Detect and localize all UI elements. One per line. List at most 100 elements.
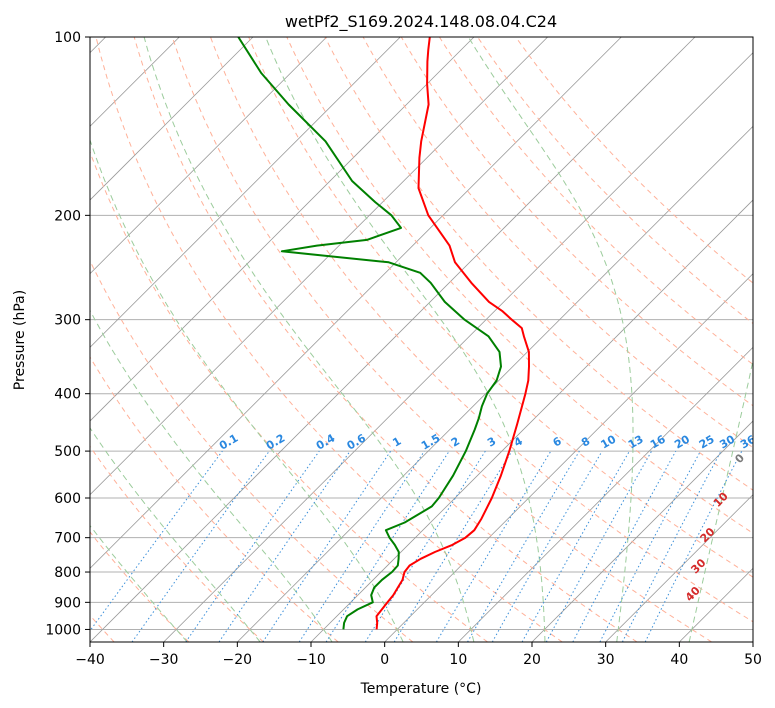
x-axis-title: Temperature (°C) — [360, 681, 482, 697]
y-tick-label: 600 — [54, 491, 81, 507]
mixing-ratio-line — [185, 450, 320, 642]
x-tick-label: 20 — [523, 652, 541, 668]
isotherm-line — [752, 641, 753, 642]
moist-adiabat — [90, 138, 404, 642]
isotherm-line — [90, 37, 327, 275]
line-labels: -100-90-80-70-60-50-40-30-20-10010203040… — [217, 431, 758, 604]
dry-adiabat — [248, 37, 753, 578]
isotherm-line — [90, 37, 622, 569]
y-tick-label: 800 — [54, 565, 81, 581]
moist-adiabat — [90, 427, 261, 642]
dry-adiabat — [362, 37, 753, 449]
mixing-ratio-line — [131, 450, 270, 642]
dry-adiabat — [95, 37, 563, 642]
mixing-ratio-line — [491, 450, 603, 642]
chart-title: wetPf2_S169.2024.148.08.04.C24 — [285, 12, 557, 32]
y-tick-label: 200 — [54, 208, 81, 224]
moist-adiabat — [467, 37, 634, 642]
mixing-ratio-line — [521, 450, 630, 642]
isotherm-line — [90, 37, 401, 348]
mixing-ratio-label: 0.6 — [345, 431, 369, 452]
mixing-ratio-line — [599, 450, 701, 642]
y-tick-label: 100 — [54, 30, 81, 46]
x-tick-label: −30 — [149, 652, 179, 668]
mixing-ratio-label: 0.2 — [264, 432, 287, 453]
y-tick-label: 1000 — [45, 622, 81, 638]
moist-adiabat-label: 0 — [732, 451, 747, 466]
moist-adiabat — [90, 309, 333, 642]
moist-adiabat — [688, 358, 753, 642]
mixing-ratio-line — [467, 450, 580, 642]
isotherm-line — [90, 37, 254, 201]
y-tick-label: 500 — [54, 444, 81, 460]
auxiliary-curve — [0, 37, 12, 642]
mixing-ratio-line — [90, 450, 223, 632]
mixing-ratio-label: 1 — [390, 435, 403, 450]
x-axis: −40 −30 −20 −10 0 10 20 30 40 50 — [75, 642, 762, 668]
moist-adiabat-label: 40 — [683, 584, 703, 604]
isotherm-line — [384, 273, 753, 642]
x-tick-label: 10 — [449, 652, 467, 668]
profile-series — [237, 37, 530, 630]
x-tick-label: −10 — [296, 652, 326, 668]
mixing-ratio-label: 13 — [626, 433, 646, 452]
mixing-ratio-line — [298, 450, 425, 642]
mixing-ratio-label: 20 — [672, 432, 692, 451]
dry-adiabat — [90, 531, 190, 642]
dry-adiabat — [133, 37, 638, 642]
dry-adiabat — [210, 37, 753, 623]
moist-adiabat-label: 10 — [711, 490, 731, 510]
isotherm-line — [163, 52, 753, 642]
mixing-ratio-line — [393, 450, 513, 642]
x-tick-label: 40 — [670, 652, 688, 668]
isotherm-line — [90, 37, 475, 422]
plot-frame — [89, 36, 754, 643]
dry-adiabat — [171, 37, 712, 642]
isotherm-line — [310, 199, 753, 642]
isotherm-line — [237, 125, 753, 642]
isotherm-line — [90, 37, 696, 642]
background-lines — [0, 37, 753, 642]
moist-adiabat-label: 30 — [688, 556, 708, 576]
mixing-ratio-label: 6 — [551, 434, 564, 449]
mixing-ratio-label: 2 — [449, 435, 462, 450]
dry-adiabat — [90, 259, 414, 642]
mixing-ratio-label: 36 — [738, 432, 758, 451]
dry-adiabat — [400, 37, 753, 407]
isotherm-line — [679, 567, 753, 642]
mixing-ratio-line — [364, 450, 486, 642]
y-tick-label: 400 — [54, 387, 81, 403]
x-tick-label: 30 — [597, 652, 615, 668]
dry-adiabat — [515, 37, 753, 284]
x-tick-label: 50 — [744, 652, 762, 668]
isotherm-line — [531, 420, 753, 642]
mixing-ratio-line — [262, 450, 392, 642]
y-tick-label: 900 — [54, 595, 81, 611]
x-tick-label: 0 — [380, 652, 389, 668]
x-tick-label: −20 — [223, 652, 253, 668]
mixing-ratio-label: 30 — [717, 432, 737, 451]
mixing-ratio-line — [435, 450, 552, 642]
mixing-ratio-label: 10 — [599, 432, 619, 451]
isotherm-line — [90, 37, 548, 496]
y-axis: 100 200 300 400 500 600 700 800 900 1000 — [45, 30, 90, 638]
moist-adiabat — [90, 524, 188, 642]
mixing-ratio-label: 25 — [697, 433, 717, 452]
isotherm-line — [458, 346, 753, 642]
moist-adiabat — [265, 37, 546, 642]
y-tick-label: 300 — [54, 313, 81, 329]
mixing-ratio-line — [325, 450, 450, 642]
mixing-ratio-line — [572, 450, 677, 642]
dry-adiabat — [90, 356, 339, 642]
moist-adiabat — [143, 37, 475, 642]
mixing-ratio-line — [545, 450, 653, 642]
mixing-ratio-label: 0.1 — [217, 432, 240, 453]
mixing-ratio-line — [218, 450, 351, 642]
dry-adiabat — [286, 37, 753, 534]
mixing-ratio-label: 3 — [485, 435, 498, 450]
dry-adiabat — [438, 37, 753, 365]
temperature-line — [375, 37, 530, 630]
y-axis-title: Pressure (hPa) — [12, 290, 28, 390]
dry-adiabat — [324, 37, 753, 491]
